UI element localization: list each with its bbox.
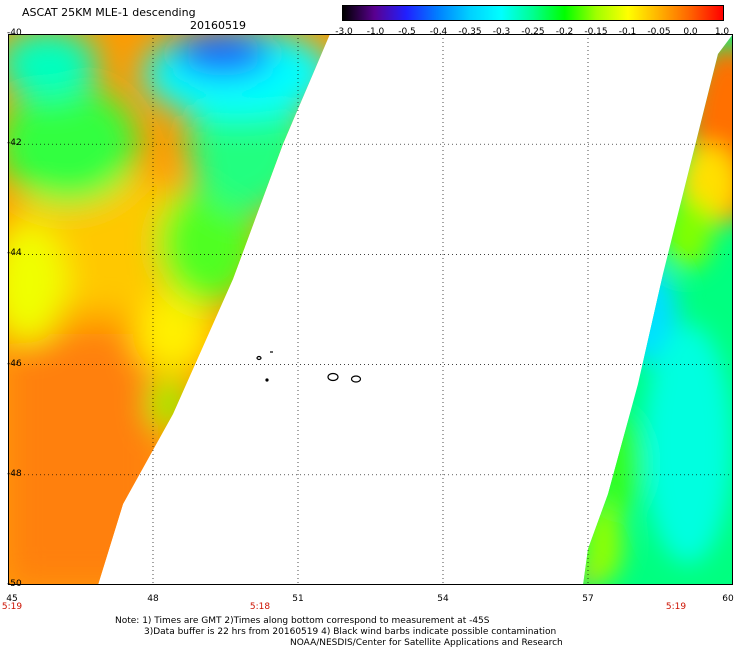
color-scale-label: 1.0 (714, 27, 730, 37)
right-swath (583, 34, 733, 585)
time-label-right: 5:19 (665, 602, 687, 612)
map-frame (8, 34, 733, 585)
left-swath (8, 34, 330, 585)
color-scale-label: -1.0 (366, 27, 385, 37)
color-scale-label: 0.0 (683, 27, 698, 37)
footnotes: Note: 1) Times are GMT 2)Times along bot… (0, 616, 740, 649)
latitude-label: -50 (7, 579, 22, 589)
latitude-label: -42 (7, 138, 22, 149)
latitude-label: -48 (7, 468, 22, 479)
map-plot (8, 34, 733, 585)
latitude-label: -46 (7, 358, 22, 369)
color-scale-label: -0.3 (492, 27, 511, 37)
color-scale-label: -0.05 (647, 27, 671, 37)
latitude-label: -40 (7, 28, 22, 38)
product-date: 20160519 (190, 19, 246, 32)
color-scale-label: -0.25 (521, 27, 545, 37)
note-line-2: 3)Data buffer is 22 hrs from 20160519 4)… (144, 627, 557, 637)
note-line-3: NOAA/NESDIS/Center for Satellite Applica… (290, 638, 563, 648)
longitude-label: 57 (582, 594, 594, 604)
note-line-1: Note: 1) Times are GMT 2)Times along bot… (115, 616, 490, 626)
color-scale-label: -0.5 (398, 27, 416, 37)
color-scale-label: -3.0 (335, 27, 353, 37)
time-label-middle: 5:18 (249, 602, 271, 612)
time-label-left: 5:19 (1, 602, 23, 612)
latitude-label: -44 (7, 248, 22, 259)
color-scale-label: -0.35 (458, 27, 482, 37)
longitude-label: 45 (6, 594, 18, 604)
color-scale-label: -0.2 (555, 27, 574, 37)
longitude-label: 48 (147, 594, 159, 604)
island-outlines (256, 351, 362, 383)
longitude-label: 51 (292, 594, 304, 604)
color-scale-label: -0.15 (584, 27, 608, 37)
longitude-label: 60 (722, 594, 734, 604)
color-scale-bar (342, 5, 724, 21)
lat-lon-grid (8, 34, 733, 585)
color-scale-label: -0.1 (618, 27, 637, 37)
color-scale-label: -0.4 (429, 27, 448, 37)
longitude-label: 54 (437, 594, 449, 604)
product-title: ASCAT 25KM MLE-1 descending (22, 6, 196, 19)
